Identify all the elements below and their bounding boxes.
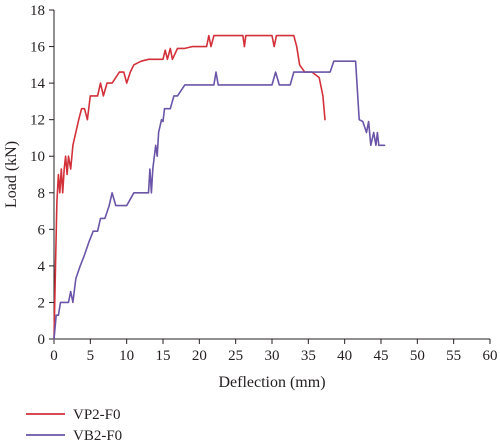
x-tick-label: 5 — [87, 348, 95, 364]
y-tick-label: 0 — [38, 332, 46, 348]
x-tick-label: 55 — [446, 348, 461, 364]
x-tick-label: 45 — [374, 348, 389, 364]
x-axis-title: Deflection (mm) — [218, 374, 325, 391]
legend-label: VB2-F0 — [73, 428, 122, 444]
y-tick-label: 10 — [30, 149, 45, 165]
legend: VP2-F0 VB2-F0 — [26, 407, 122, 444]
axes — [53, 10, 490, 340]
y-tick-label: 18 — [30, 3, 45, 19]
y-axis-title: Load (kN) — [3, 141, 20, 208]
y-tick-label: 14 — [30, 76, 46, 92]
x-tick-label: 20 — [192, 348, 207, 364]
x-tick-label: 40 — [337, 348, 352, 364]
y-tick-label: 2 — [38, 295, 46, 311]
y-axis-ticks: 0 2 4 6 8 10 12 14 16 18 — [30, 3, 54, 348]
y-tick-label: 6 — [38, 222, 46, 238]
x-tick-label: 10 — [119, 348, 134, 364]
x-tick-label: 25 — [228, 348, 243, 364]
y-tick-label: 8 — [38, 186, 46, 202]
x-axis-ticks: 0 5 10 15 20 25 30 35 40 45 50 55 60 — [50, 339, 498, 364]
x-tick-label: 0 — [50, 348, 58, 364]
x-tick-label: 60 — [483, 348, 498, 364]
x-tick-label: 35 — [301, 348, 316, 364]
series-line-vb2-f0 — [53, 60, 386, 340]
x-tick-label: 15 — [156, 348, 171, 364]
series-lines — [53, 34, 386, 340]
x-tick-label: 30 — [265, 348, 280, 364]
legend-label: VP2-F0 — [73, 407, 121, 423]
y-tick-label: 4 — [38, 259, 46, 275]
series-line-vp2-f0 — [53, 34, 326, 340]
y-tick-label: 12 — [30, 113, 45, 129]
x-tick-label: 50 — [410, 348, 425, 364]
y-tick-label: 16 — [30, 40, 46, 56]
